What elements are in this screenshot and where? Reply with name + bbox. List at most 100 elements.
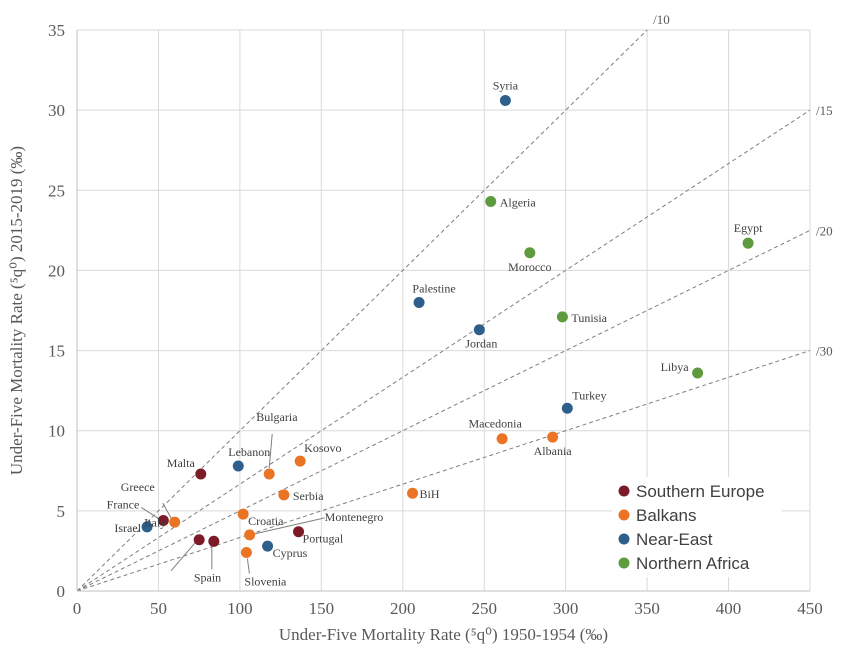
- legend-entry: Near-East: [636, 530, 713, 549]
- legend-entry: Northern Africa: [636, 554, 750, 573]
- data-point: [407, 487, 419, 499]
- point-label: Albania: [534, 444, 573, 458]
- data-point: [499, 95, 511, 107]
- point-label: France: [107, 497, 140, 511]
- reference-line: [76, 229, 811, 592]
- y-tick-label: 15: [48, 342, 65, 361]
- point-label: Israel: [114, 521, 141, 535]
- legend-marker: [618, 509, 630, 521]
- label-leader-line: [162, 502, 173, 520]
- data-point: [413, 296, 425, 308]
- reference-line-label: /15: [816, 103, 833, 118]
- legend-background: [612, 477, 782, 577]
- y-tick-label: 20: [48, 261, 65, 280]
- point-label: Croatia: [248, 514, 284, 528]
- data-point: [195, 468, 207, 480]
- x-tick-label: 100: [227, 599, 253, 618]
- point-label: Turkey: [572, 388, 606, 402]
- point-label: Malta: [167, 456, 196, 470]
- data-point: [278, 489, 290, 501]
- label-leader-line: [268, 433, 273, 469]
- legend-marker: [618, 557, 630, 569]
- data-point: [524, 247, 536, 259]
- data-point: [293, 526, 305, 538]
- y-tick-label: 10: [48, 422, 65, 441]
- point-label: Italy: [144, 516, 166, 530]
- axes: 0 50 100 150 200 250 300 350 400 450 0 5 10 15 20 25 30 3…: [48, 21, 823, 618]
- x-tick-label: 0: [73, 599, 82, 618]
- x-tick-label: 400: [716, 599, 742, 618]
- legend-marker: [618, 533, 630, 545]
- data-point: [263, 468, 275, 480]
- data-point: [244, 529, 256, 541]
- data-point: [193, 534, 205, 546]
- point-label: Slovenia: [244, 575, 287, 589]
- data-point: [496, 433, 508, 445]
- data-point: [485, 196, 497, 208]
- x-axis-title: Under-Five Mortality Rate (⁵q⁰) 1950-195…: [279, 625, 608, 644]
- legend-marker: [618, 485, 630, 497]
- x-tick-label: 450: [797, 599, 823, 618]
- reference-line-label: /10: [653, 12, 670, 27]
- data-point: [141, 521, 153, 533]
- data-point: [547, 431, 559, 443]
- point-label: Montenegro: [325, 510, 384, 524]
- data-point: [157, 514, 169, 526]
- data-point: [237, 508, 249, 520]
- x-tick-label: 200: [390, 599, 416, 618]
- reference-line: [76, 29, 648, 592]
- x-tick-label: 300: [553, 599, 579, 618]
- data-point: [232, 460, 244, 472]
- y-tick-label: 5: [57, 502, 66, 521]
- point-label: Kosovo: [304, 441, 341, 455]
- data-point: [294, 455, 306, 467]
- point-label: Serbia: [293, 489, 324, 503]
- point-label: Egypt: [734, 221, 763, 235]
- data-points: [141, 95, 754, 559]
- legend-entry: Balkans: [636, 506, 696, 525]
- data-point: [169, 516, 181, 528]
- y-tick-label: 30: [48, 101, 65, 120]
- label-leader-line: [170, 542, 196, 572]
- point-labels: Malta France Italy Spain Portugal Greece Bulga…: [107, 79, 763, 589]
- point-label: Spain: [194, 570, 221, 584]
- point-label: Libya: [661, 360, 690, 374]
- reference-lines: /10/15/20/30: [76, 12, 833, 592]
- reference-line: [76, 109, 811, 592]
- reference-line-label: /20: [816, 223, 833, 238]
- point-label: Syria: [493, 79, 519, 93]
- reference-line-label: /30: [816, 344, 833, 359]
- data-point: [208, 535, 220, 547]
- label-leader-line: [246, 558, 250, 574]
- data-point: [742, 237, 754, 249]
- data-point: [473, 324, 485, 336]
- x-tick-label: 50: [150, 599, 167, 618]
- point-label: Tunisia: [571, 311, 607, 325]
- legend: Southern Europe Balkans Near-East Northern …: [612, 477, 782, 577]
- point-label: Lebanon: [228, 445, 270, 459]
- label-leader-lines: [141, 433, 325, 574]
- point-label: Greece: [121, 480, 155, 494]
- point-label: Palestine: [412, 281, 455, 295]
- y-axis-title: Under-Five Mortality Rate (⁵q⁰) 2015-201…: [7, 146, 26, 475]
- point-label: BiH: [420, 487, 440, 501]
- data-point: [262, 540, 274, 552]
- legend-entry: Southern Europe: [636, 482, 765, 501]
- point-label: Macedonia: [468, 417, 522, 431]
- data-point: [556, 311, 568, 323]
- point-label: Morocco: [508, 260, 551, 274]
- y-tick-label: 0: [57, 582, 66, 601]
- point-label: Cyprus: [273, 546, 308, 560]
- y-tick-label: 35: [48, 21, 65, 40]
- data-point: [692, 367, 704, 379]
- x-tick-label: 250: [471, 599, 497, 618]
- reference-line: [76, 350, 811, 592]
- point-label: Algeria: [500, 196, 537, 210]
- data-point: [240, 547, 252, 559]
- point-label: Bulgaria: [256, 410, 298, 424]
- label-leader-line: [141, 507, 159, 519]
- point-label: Portugal: [303, 532, 344, 546]
- x-tick-label: 350: [634, 599, 660, 618]
- label-leader-line: [254, 517, 325, 535]
